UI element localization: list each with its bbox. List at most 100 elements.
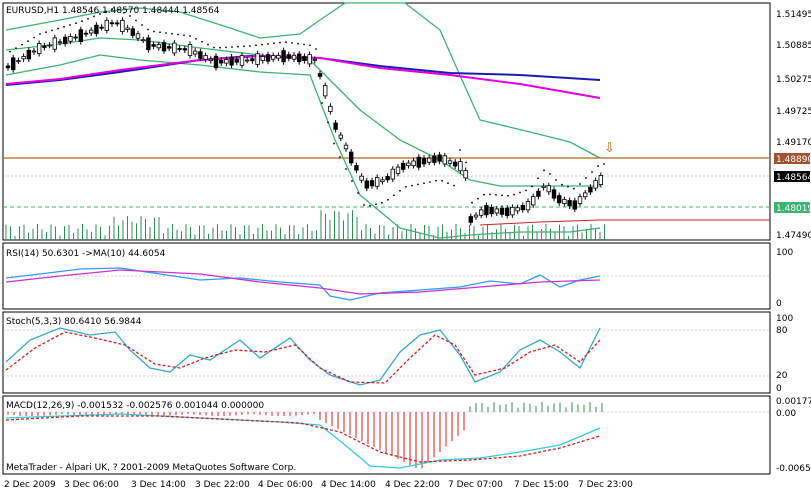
candle-body: [458, 161, 463, 172]
candle-body: [286, 54, 291, 59]
sar-dot: [219, 46, 221, 49]
candle-body: [583, 192, 588, 198]
price-axis-label: 1.49725: [776, 107, 811, 117]
rsi-pane-header: RSI(14) 50.6301 ->MA(10) 44.6054: [6, 249, 166, 259]
candle-body: [567, 200, 572, 207]
candle-body: [369, 180, 375, 187]
candle-body: [270, 55, 276, 60]
candle-body: [52, 37, 57, 50]
stoch-signal-line: [5, 331, 601, 384]
sar-dot: [183, 34, 185, 37]
sar-dot: [393, 194, 395, 197]
candle-body: [161, 42, 167, 52]
candle-body: [42, 45, 47, 48]
candle-body: [557, 195, 562, 204]
candle-body: [338, 134, 343, 139]
sar-dot: [225, 46, 227, 49]
sar-dot: [579, 183, 581, 185]
sar-dot: [147, 28, 149, 31]
sar-dot: [585, 177, 587, 179]
candle-body: [250, 58, 255, 62]
time-axis-label: 3 Dec 06:00: [64, 480, 119, 490]
sar-dot: [387, 198, 389, 201]
candle-body: [89, 29, 94, 34]
candle-body: [531, 196, 536, 206]
main-price-pane[interactable]: [2, 2, 771, 241]
sar-dot: [111, 8, 113, 11]
sar-dot: [465, 161, 467, 164]
candle-body: [5, 65, 11, 69]
price-axis-label: 1.49170: [776, 138, 811, 148]
macd-main-line: [5, 413, 601, 469]
sar-dot: [573, 187, 575, 190]
candle-body: [125, 27, 130, 30]
sar-dot: [411, 184, 413, 187]
candle-body: [37, 43, 42, 54]
stochastic-pane-header: Stoch(5,3,3) 80.6410 56.9844: [6, 317, 142, 327]
time-axis-label: 7 Dec 07:00: [448, 480, 503, 490]
candle-body: [94, 24, 99, 35]
candle-body: [452, 161, 458, 167]
sar-dot: [39, 33, 41, 35]
candle-body: [432, 155, 437, 163]
sar-dot: [159, 31, 161, 34]
sar-dot: [351, 180, 353, 182]
candle-body: [166, 46, 172, 49]
candle-body: [146, 37, 151, 51]
stoch-axis-label: 20: [776, 371, 788, 381]
candle-body: [291, 54, 297, 60]
sar-dot: [489, 193, 491, 196]
sar-dot: [63, 25, 65, 28]
candle-body: [302, 56, 307, 61]
candle-body: [421, 157, 427, 165]
candle-body: [244, 59, 250, 62]
candle-body: [203, 55, 208, 60]
sar-dot: [483, 193, 485, 196]
candle-body: [489, 206, 494, 215]
candle-body: [588, 186, 593, 193]
stochastic-series-layer: [3, 327, 770, 386]
bollinger-upper: [5, 2, 601, 159]
time-axis-label: 4 Dec 14:00: [321, 480, 376, 490]
sar-dot: [567, 185, 569, 188]
sar-dot: [249, 45, 251, 47]
sar-dot: [315, 48, 317, 50]
candle-body: [99, 26, 104, 29]
rsi-pane[interactable]: [2, 242, 771, 310]
price-axis-label: 1.51495: [776, 10, 811, 20]
time-axis-label: 3 Dec 14:00: [131, 480, 186, 490]
candle-body: [187, 44, 193, 56]
price-series-layer: [3, 2, 770, 240]
candle-body: [364, 180, 369, 189]
sar-dot: [363, 204, 365, 206]
candle-body: [182, 48, 187, 51]
sar-dot: [21, 43, 23, 46]
candle-body: [416, 156, 421, 168]
bollinger-middle: [5, 37, 600, 187]
candle-body: [239, 55, 245, 66]
stoch-axis-label: 0: [776, 384, 782, 394]
candle-body: [31, 50, 37, 53]
sar-dot: [201, 40, 203, 43]
sar-dot: [333, 142, 335, 145]
candle-body: [473, 214, 479, 218]
candle-body: [385, 175, 390, 181]
sar-dot: [495, 194, 497, 196]
sar-dot: [27, 40, 29, 42]
sar-dot: [123, 11, 125, 14]
stochastic-pane[interactable]: [2, 311, 771, 394]
sar-dot: [273, 42, 275, 45]
sar-dot: [75, 22, 77, 25]
candle-body: [598, 174, 603, 185]
sar-dot: [93, 15, 95, 18]
sar-dot: [447, 182, 449, 185]
candle-body: [281, 50, 286, 63]
price-axis-label: 1.47490: [776, 231, 811, 241]
sar-dot: [177, 33, 179, 36]
sar-dot: [141, 24, 143, 26]
sar-dot: [543, 169, 545, 172]
sar-dot: [453, 184, 455, 187]
candle-body: [525, 201, 531, 211]
sar-dot: [501, 194, 503, 197]
